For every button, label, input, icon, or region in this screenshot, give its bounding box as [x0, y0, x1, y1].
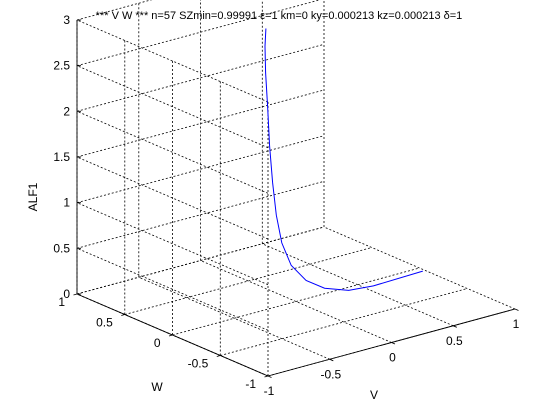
back-wall-grid-line-z: [76, 180, 325, 249]
x-tick-mark: [453, 325, 457, 328]
floor-grid-line-x: [200, 260, 392, 343]
z-axis-label: ALF1: [26, 182, 40, 211]
floor-grid-line-x: [138, 276, 330, 360]
z-tick-label: 3: [63, 13, 70, 27]
y-tick-mark: [121, 314, 125, 316]
x-tick-mark: [514, 308, 519, 311]
y-tick-label: 1: [58, 295, 65, 309]
left-wall-grid-line-z: [76, 202, 269, 286]
x-tick-label: 0: [389, 351, 396, 365]
left-wall-grid-line-z: [76, 19, 269, 103]
back-wall-grid-line-z: [76, 226, 325, 295]
back-wall-grid-line-z: [76, 89, 325, 158]
y-tick-mark: [264, 375, 269, 378]
y-axis-label: W: [151, 380, 163, 394]
y-tick-label: -1: [245, 377, 256, 391]
back-wall-grid-line-z: [76, 0, 321, 67]
back-wall-grid-line-z: [76, 43, 325, 112]
x-tick-label: 1: [513, 317, 520, 331]
floor-grid-line-y: [124, 247, 372, 315]
x-tick-label: 0.5: [446, 334, 463, 348]
z-tick-label: 2.5: [53, 59, 70, 73]
z-tick-label: 2: [63, 104, 70, 118]
left-wall-grid-line-z: [76, 65, 269, 149]
z-tick-label: 1.5: [53, 150, 70, 164]
z-tick-label: 0: [63, 287, 70, 301]
y-tick-mark: [168, 334, 173, 337]
x-tick-mark: [391, 342, 396, 345]
back-wall-grid-line-z: [76, 135, 325, 204]
y-tick-label: 0: [154, 336, 161, 350]
left-wall-grid-line-z: [76, 110, 269, 194]
floor-grid-line-x: [262, 243, 454, 327]
left-wall-grid-line-z: [76, 156, 269, 240]
y-tick-mark: [216, 355, 221, 357]
floor-grid-line-y: [172, 267, 420, 336]
z-tick-label: 0.5: [53, 241, 70, 255]
x-tick-mark: [267, 375, 272, 378]
y-tick-mark: [73, 293, 78, 296]
x-axis-label: V: [370, 388, 378, 402]
series-line: [264, 28, 423, 291]
x-tick-label: -1: [264, 384, 275, 398]
left-wall-grid-line-z: [76, 247, 269, 331]
z-tick-label: 1: [63, 196, 70, 210]
data-series: [264, 28, 423, 291]
y-tick-label: 0.5: [96, 316, 113, 330]
y-tick-label: -0.5: [188, 357, 209, 371]
x-tick-label: -0.5: [320, 367, 341, 381]
floor-grid-line-y: [220, 288, 468, 356]
plot-title: *** V W *** n=57 SZmin=0.99991 ε=1 km=0 …: [96, 10, 463, 22]
floor-grid-line-x: [323, 226, 516, 310]
x-tick-mark: [329, 358, 334, 362]
